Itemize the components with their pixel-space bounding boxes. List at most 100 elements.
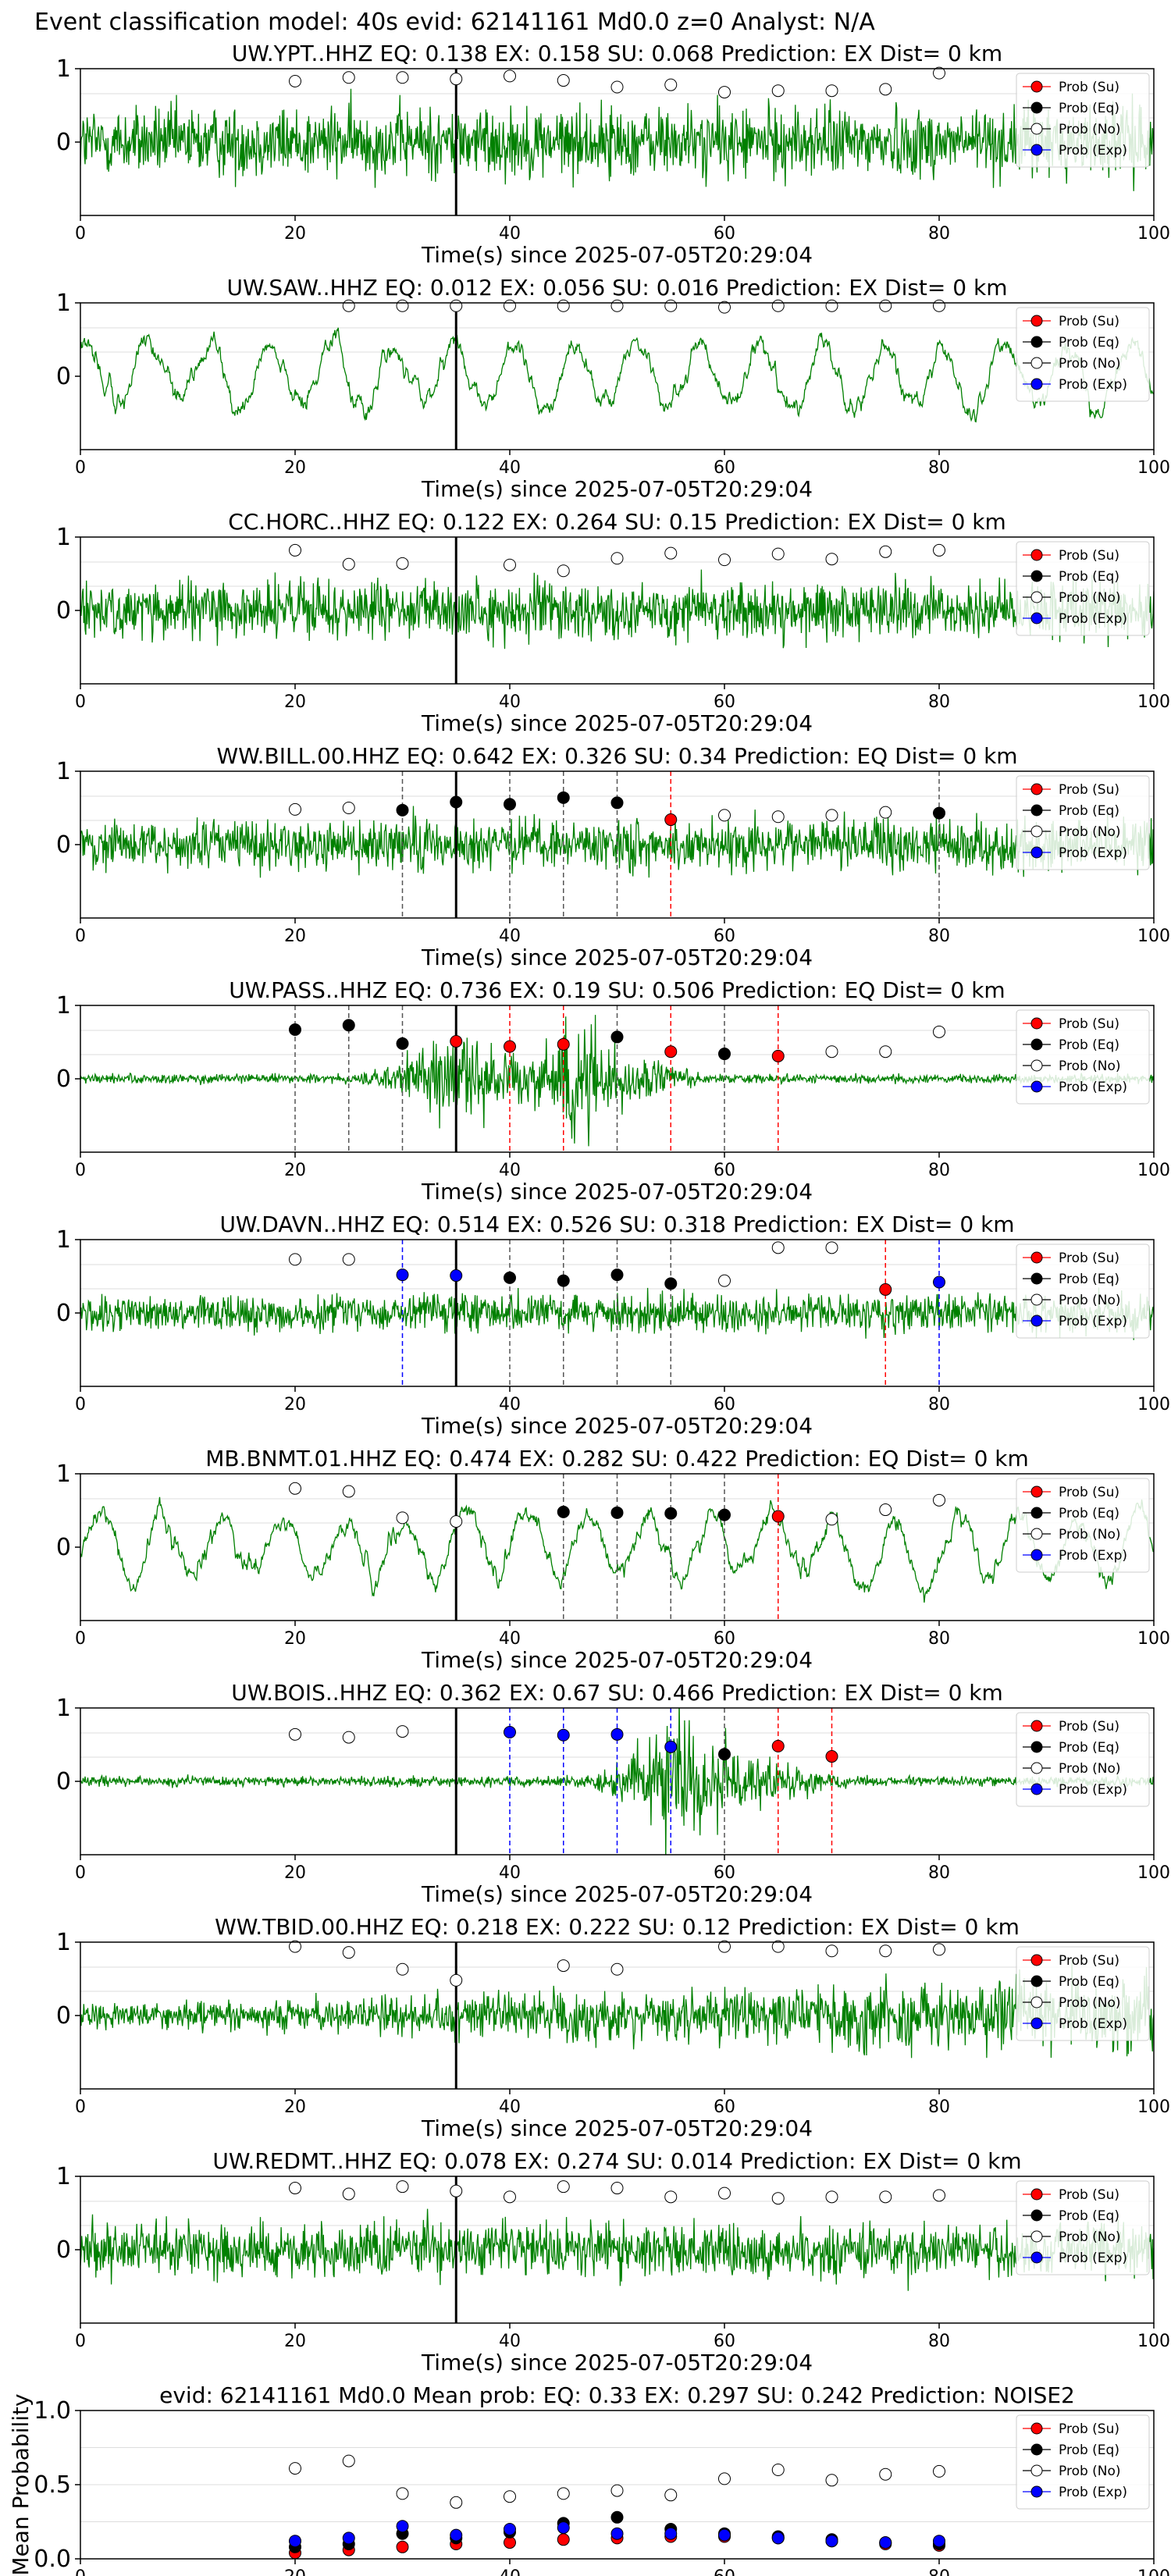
prob-point-eq <box>933 806 945 820</box>
x-axis-label: Time(s) since 2025-07-05T20:29:04 <box>421 1179 813 1204</box>
prob-point-no <box>610 1962 624 1976</box>
x-tick-label: 0 <box>75 927 86 946</box>
y-tick-label: 0 <box>56 831 71 859</box>
legend-label: Prob (Exp) <box>1059 1080 1127 1095</box>
prob-point-no <box>342 557 355 571</box>
legend-label: Prob (Su) <box>1059 2421 1119 2437</box>
prob-point-exp <box>450 2528 463 2542</box>
legend-marker <box>1030 591 1043 603</box>
legend-label: Prob (No) <box>1059 356 1121 372</box>
prob-point-exp <box>610 2527 624 2540</box>
panel-6: 0 20 40 60 80 100 0 1 UW.DAVN..HHZ EQ: 0.514 EX:… <box>56 1212 1170 1439</box>
prob-point-no <box>557 2487 570 2500</box>
prob-point-no <box>396 557 409 570</box>
legend: Prob (Su) Prob (Eq) Prob (No) Prob (Exp) <box>1016 541 1150 636</box>
axes-frame <box>80 302 1155 450</box>
x-tick-label: 60 <box>714 458 735 478</box>
prob-point-no <box>664 299 678 312</box>
legend-label: Prob (No) <box>1059 1293 1121 1308</box>
prob-point-no <box>557 74 570 87</box>
x-tick-label: 40 <box>499 2097 521 2117</box>
prob-point-no <box>504 2490 516 2503</box>
legend-label: Prob (Eq) <box>1059 1506 1119 1521</box>
y-tick-label: 0 <box>56 2236 71 2264</box>
prob-point-no <box>557 299 570 312</box>
prob-point-su <box>825 1750 838 1763</box>
x-tick-label: 80 <box>928 692 950 712</box>
prob-point-no <box>664 2190 678 2204</box>
prob-point-eq <box>450 795 463 809</box>
prob-point-no <box>718 553 731 567</box>
x-tick-label: 40 <box>499 927 521 946</box>
legend-label: Prob (No) <box>1059 1059 1121 1074</box>
prob-point-no <box>825 299 838 312</box>
prob-point-no <box>718 1274 731 1287</box>
prob-point-no <box>342 1253 355 1266</box>
panel-title: UW.SAW..HHZ EQ: 0.012 EX: 0.056 SU: 0.01… <box>227 275 1008 301</box>
panel-title: WW.BILL.00.HHZ EQ: 0.642 EX: 0.326 SU: 0… <box>216 743 1017 769</box>
prob-point-no <box>879 2467 892 2481</box>
prob-point-eq <box>342 1019 355 1032</box>
prob-point-no <box>879 83 892 96</box>
x-tick-label: 100 <box>1137 1161 1170 1180</box>
prob-point-no <box>450 1973 463 1987</box>
panel-7: 0 20 40 60 80 100 0 1 MB.BNMT.01.HHZ EQ: 0.474 E… <box>56 1446 1170 1673</box>
x-tick-label: 0 <box>75 2097 86 2117</box>
prob-point-no <box>450 2496 463 2509</box>
legend-marker <box>1030 1720 1043 1732</box>
prob-point-su <box>557 2533 570 2546</box>
waveform-trace <box>80 1959 1154 2058</box>
prob-point-no <box>557 1959 570 1973</box>
prob-point-no <box>825 1241 838 1254</box>
x-tick-label: 60 <box>714 927 735 946</box>
y-tick-label: 1 <box>56 2163 71 2190</box>
legend-marker <box>1030 1293 1043 1306</box>
x-tick-label: 40 <box>499 2332 521 2351</box>
legend-box <box>1016 1478 1150 1573</box>
prob-point-no <box>289 1727 301 1741</box>
prob-point-no <box>342 1946 355 1959</box>
x-axis-label: Time(s) since 2025-07-05T20:29:04 <box>421 1413 813 1439</box>
x-tick-label: 60 <box>714 1629 735 1649</box>
x-tick-label: 60 <box>714 2332 735 2351</box>
prob-point-su <box>396 2540 409 2553</box>
prob-point-no <box>933 1943 945 1956</box>
panel-11: 0 20 40 60 80 100 0.0 0.5 1.0 evid: 62141161 Md0.… <box>8 2382 1170 2576</box>
prob-point-no <box>825 2474 838 2487</box>
legend-marker <box>1030 2209 1043 2222</box>
prob-point-no <box>718 2472 731 2485</box>
legend-label: Prob (Su) <box>1059 548 1119 564</box>
panel-title: UW.DAVN..HHZ EQ: 0.514 EX: 0.526 SU: 0.3… <box>219 1212 1014 1237</box>
prob-point-no <box>289 1253 301 1266</box>
prob-point-no <box>933 299 945 312</box>
legend-marker <box>1030 1954 1043 1966</box>
prob-point-exp <box>825 2535 838 2548</box>
x-tick-label: 100 <box>1137 1395 1170 1414</box>
x-tick-label: 60 <box>714 2097 735 2117</box>
prob-point-no <box>933 1025 945 1038</box>
prob-point-no <box>557 2180 570 2194</box>
legend-label: Prob (Eq) <box>1059 335 1119 350</box>
y-tick-label: 0 <box>56 1534 71 1561</box>
prob-point-eq <box>504 1271 516 1284</box>
legend-marker <box>1030 804 1043 817</box>
legend-label: Prob (Su) <box>1059 1485 1119 1500</box>
prob-point-exp <box>557 1728 570 1742</box>
x-tick-label: 100 <box>1137 1863 1170 1883</box>
prob-point-no <box>342 2454 355 2467</box>
prob-point-exp <box>450 1269 463 1283</box>
prob-point-eq <box>289 1023 301 1037</box>
legend-marker <box>1030 1507 1043 1519</box>
panel-2: 0 20 40 60 80 100 0 1 UW.SAW..HHZ EQ: 0.012 EX: … <box>56 275 1170 502</box>
legend-marker <box>1030 2188 1043 2201</box>
panel-1: 0 20 40 60 80 100 0 1 UW.YPT..HHZ EQ: 0.138 EX: … <box>56 41 1170 268</box>
prob-point-no <box>718 2186 731 2200</box>
prob-point-su <box>879 1283 892 1296</box>
legend-marker <box>1030 144 1043 156</box>
x-tick-label: 60 <box>714 1395 735 1414</box>
prob-point-eq <box>718 1048 731 1061</box>
legend-marker <box>1030 1762 1043 1774</box>
x-tick-label: 60 <box>714 692 735 712</box>
prob-point-no <box>289 2182 301 2195</box>
x-tick-label: 20 <box>284 458 306 478</box>
